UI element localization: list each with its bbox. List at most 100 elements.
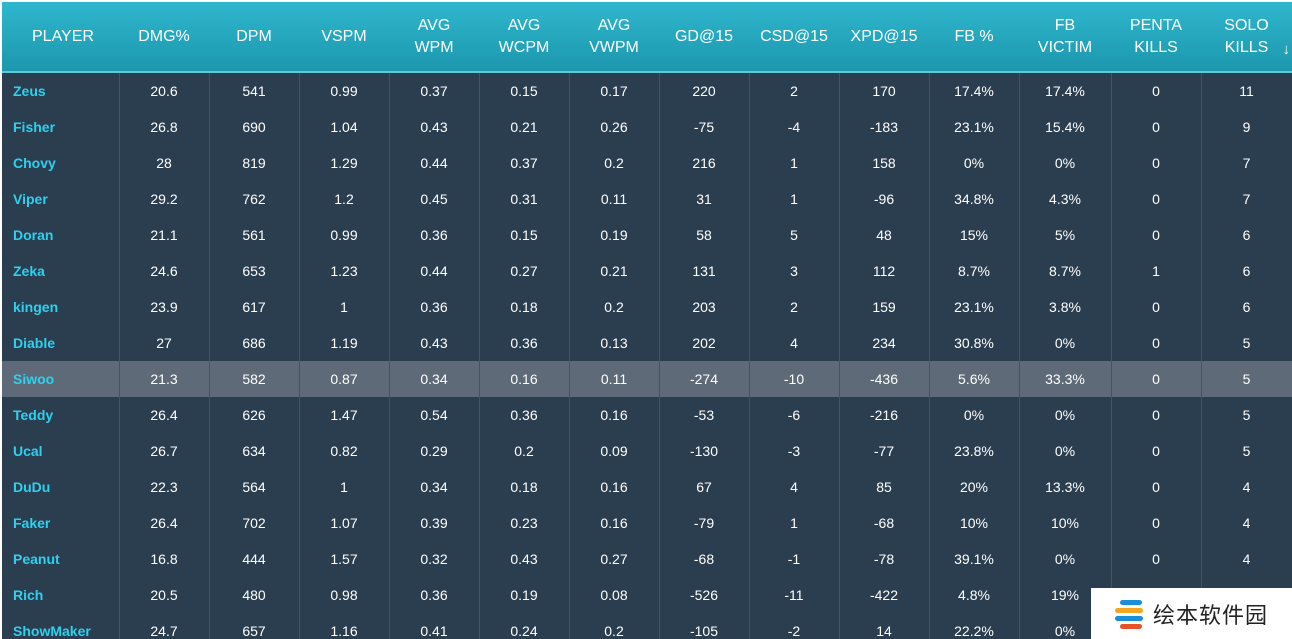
stat-cell: 20.5 xyxy=(118,577,210,613)
column-header-12[interactable]: PENTA KILLS xyxy=(1111,2,1201,73)
stat-cell: 6 xyxy=(1200,253,1292,289)
stat-cell: 0.2 xyxy=(568,145,660,181)
player-name-link[interactable]: kingen xyxy=(2,289,120,325)
table-row[interactable]: Viper 29.2 762 1.2 0.45 0.31 0.11 31 1 -96 34.8% 4.… xyxy=(2,181,1292,217)
stat-cell: 0.31 xyxy=(478,181,570,217)
column-header-7[interactable]: GD@15 xyxy=(659,2,749,73)
column-header-0[interactable]: PLAYER xyxy=(2,2,119,73)
player-name-link[interactable]: DuDu xyxy=(2,469,120,505)
stat-cell: 0.43 xyxy=(388,325,480,361)
column-header-label: PLAYER xyxy=(32,27,94,45)
column-header-2[interactable]: DPM xyxy=(209,2,299,73)
stat-cell: 1 xyxy=(298,469,390,505)
stat-cell: 22.2% xyxy=(928,613,1020,639)
column-header-5[interactable]: AVG WCPM xyxy=(479,2,569,73)
stat-cell: 21.1 xyxy=(118,217,210,253)
stat-cell: 0 xyxy=(1110,469,1202,505)
stat-cell: 0% xyxy=(928,145,1020,181)
stat-cell: 541 xyxy=(208,72,300,109)
stat-cell: 617 xyxy=(208,289,300,325)
table-row[interactable]: Zeus 20.6 541 0.99 0.37 0.15 0.17 220 2 170 17.4% 1… xyxy=(2,72,1292,109)
column-header-1[interactable]: DMG% xyxy=(119,2,209,73)
stat-cell: 159 xyxy=(838,289,930,325)
stat-cell: 21.3 xyxy=(118,361,210,397)
column-header-3[interactable]: VSPM xyxy=(299,2,389,73)
stat-cell: 0.19 xyxy=(568,217,660,253)
table-row[interactable]: Chovy 28 819 1.29 0.44 0.37 0.2 216 1 158 0% 0% 0 7 xyxy=(2,145,1292,181)
player-name-link[interactable]: Peanut xyxy=(2,541,120,577)
column-header-4[interactable]: AVG WPM xyxy=(389,2,479,73)
column-header-9[interactable]: XPD@15 xyxy=(839,2,929,73)
stat-cell: 10% xyxy=(928,505,1020,541)
stat-cell: 27 xyxy=(118,325,210,361)
stat-cell: -6 xyxy=(748,397,840,433)
stat-cell: -77 xyxy=(838,433,930,469)
column-header-10[interactable]: FB % xyxy=(929,2,1019,73)
table-row[interactable]: Faker 26.4 702 1.07 0.39 0.23 0.16 -79 1 -68 10% 10… xyxy=(2,505,1292,541)
stat-cell: -422 xyxy=(838,577,930,613)
player-name-link[interactable]: Viper xyxy=(2,181,120,217)
stat-cell: 0.87 xyxy=(298,361,390,397)
player-name-link[interactable]: Siwoo xyxy=(2,361,120,397)
stat-cell: 1 xyxy=(748,181,840,217)
player-name-link[interactable]: Doran xyxy=(2,217,120,253)
table-body: Zeus 20.6 541 0.99 0.37 0.15 0.17 220 2 170 17.4% 1… xyxy=(2,72,1292,639)
table-row[interactable]: Diable 27 686 1.19 0.43 0.36 0.13 202 4 234 30.8% 0… xyxy=(2,325,1292,361)
player-name-link[interactable]: Ucal xyxy=(2,433,120,469)
stat-cell: 28 xyxy=(118,145,210,181)
sort-descending-icon[interactable]: ↓ xyxy=(1282,41,1291,58)
stat-cell: 0.29 xyxy=(388,433,480,469)
stat-cell: -78 xyxy=(838,541,930,577)
table-row[interactable]: Rich 20.5 480 0.98 0.36 0.19 0.08 -526 -11 -422 4.… xyxy=(2,577,1292,613)
player-name-link[interactable]: Diable xyxy=(2,325,120,361)
table-row[interactable]: Peanut 16.8 444 1.57 0.32 0.43 0.27 -68 -1 -78 39.… xyxy=(2,541,1292,577)
stat-cell: 4 xyxy=(748,469,840,505)
stat-cell: 31 xyxy=(658,181,750,217)
table-row[interactable]: Fisher 26.8 690 1.04 0.43 0.21 0.26 -75 -4 -183 23… xyxy=(2,109,1292,145)
stat-cell: 26.4 xyxy=(118,397,210,433)
table-row[interactable]: Teddy 26.4 626 1.47 0.54 0.36 0.16 -53 -6 -216 0% 0… xyxy=(2,397,1292,433)
player-name-link[interactable]: Teddy xyxy=(2,397,120,433)
column-header-label: AVG WPM xyxy=(414,16,454,56)
player-name-link[interactable]: Fisher xyxy=(2,109,120,145)
table-row[interactable]: kingen 23.9 617 1 0.36 0.18 0.2 203 2 159 23.1% 3.8… xyxy=(2,289,1292,325)
column-header-label: AVG VWPM xyxy=(589,16,639,56)
player-name-link[interactable]: Faker xyxy=(2,505,120,541)
stat-cell: 22.3 xyxy=(118,469,210,505)
stat-cell: 1.57 xyxy=(298,541,390,577)
player-name-link[interactable]: Zeus xyxy=(2,72,120,109)
stat-cell: 20.6 xyxy=(118,72,210,109)
table-row[interactable]: Doran 21.1 561 0.99 0.36 0.15 0.19 58 5 48 15% 5% 0 6 xyxy=(2,217,1292,253)
column-header-label: AVG WCPM xyxy=(498,16,550,56)
stat-cell: 564 xyxy=(208,469,300,505)
stat-cell: -53 xyxy=(658,397,750,433)
column-header-13[interactable]: SOLO KILLS ↓ xyxy=(1201,2,1292,73)
player-name-link[interactable]: Chovy xyxy=(2,145,120,181)
stat-cell: 216 xyxy=(658,145,750,181)
stat-cell: 0.24 xyxy=(478,613,570,639)
stat-cell: 1.04 xyxy=(298,109,390,145)
column-header-8[interactable]: CSD@15 xyxy=(749,2,839,73)
column-header-11[interactable]: FB VICTIM xyxy=(1019,2,1111,73)
column-header-6[interactable]: AVG VWPM xyxy=(569,2,659,73)
table-row[interactable]: Zeka 24.6 653 1.23 0.44 0.27 0.21 131 3 112 8.7% 8.… xyxy=(2,253,1292,289)
stat-cell: -68 xyxy=(658,541,750,577)
stat-cell: 0% xyxy=(1018,433,1112,469)
player-name-link[interactable]: Rich xyxy=(2,577,120,613)
stat-cell: 24.6 xyxy=(118,253,210,289)
stat-cell: 626 xyxy=(208,397,300,433)
stat-cell: 10% xyxy=(1018,505,1112,541)
table-row[interactable]: Siwoo 21.3 582 0.87 0.34 0.16 0.11 -274 -10 -436 5… xyxy=(2,361,1292,397)
player-name-link[interactable]: ShowMaker xyxy=(2,613,120,639)
stat-cell: 0% xyxy=(1018,145,1112,181)
player-name-link[interactable]: Zeka xyxy=(2,253,120,289)
stat-cell: 0.19 xyxy=(478,577,570,613)
stat-cell: 2 xyxy=(748,289,840,325)
table-row[interactable]: Ucal 26.7 634 0.82 0.29 0.2 0.09 -130 -3 -77 23.8%… xyxy=(2,433,1292,469)
stat-cell: 0.44 xyxy=(388,145,480,181)
stat-cell: 0 xyxy=(1110,433,1202,469)
stat-cell: 5.6% xyxy=(928,361,1020,397)
table-row[interactable]: DuDu 22.3 564 1 0.34 0.18 0.16 67 4 85 20% 13.3% 0 4 xyxy=(2,469,1292,505)
stat-cell: 11 xyxy=(1200,72,1292,109)
stat-cell: 5 xyxy=(1200,397,1292,433)
